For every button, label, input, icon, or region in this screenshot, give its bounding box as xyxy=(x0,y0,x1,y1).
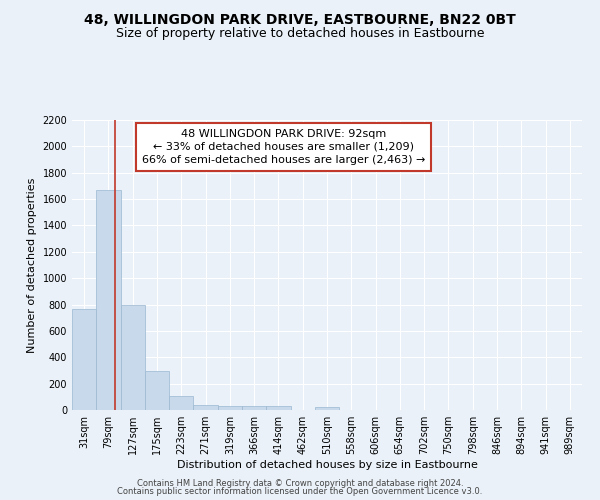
Bar xyxy=(193,405,218,410)
Text: 48 WILLINGDON PARK DRIVE: 92sqm
← 33% of detached houses are smaller (1,209)
66%: 48 WILLINGDON PARK DRIVE: 92sqm ← 33% of… xyxy=(142,128,425,165)
Text: Size of property relative to detached houses in Eastbourne: Size of property relative to detached ho… xyxy=(116,28,484,40)
Bar xyxy=(218,406,242,410)
Bar xyxy=(266,406,290,410)
Text: 48, WILLINGDON PARK DRIVE, EASTBOURNE, BN22 0BT: 48, WILLINGDON PARK DRIVE, EASTBOURNE, B… xyxy=(84,12,516,26)
Bar xyxy=(169,396,193,410)
Bar xyxy=(96,190,121,410)
Text: Contains public sector information licensed under the Open Government Licence v3: Contains public sector information licen… xyxy=(118,487,482,496)
Bar xyxy=(121,305,145,410)
Bar xyxy=(72,308,96,410)
X-axis label: Distribution of detached houses by size in Eastbourne: Distribution of detached houses by size … xyxy=(176,460,478,470)
Bar xyxy=(242,406,266,410)
Bar xyxy=(145,371,169,410)
Y-axis label: Number of detached properties: Number of detached properties xyxy=(27,178,37,352)
Bar xyxy=(315,408,339,410)
Text: Contains HM Land Registry data © Crown copyright and database right 2024.: Contains HM Land Registry data © Crown c… xyxy=(137,478,463,488)
